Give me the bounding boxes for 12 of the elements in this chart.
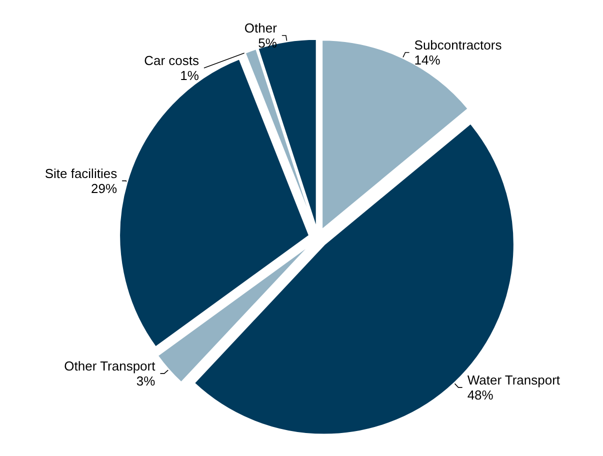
slice-label: Subcontractors [414, 38, 502, 53]
data-label: 29% [91, 180, 118, 196]
slice-label: Car costs [144, 52, 200, 68]
data-label: 14% [414, 52, 441, 68]
slice-label: Other [244, 20, 278, 36]
data-label: 3% [136, 374, 156, 389]
slice-label: Other Transport [64, 358, 156, 374]
data-label: 1% [180, 68, 200, 83]
slice-label: Water Transport [467, 372, 560, 388]
data-label: 5% [258, 36, 278, 51]
slice-label: Site facilities [44, 166, 118, 181]
data-label: 48% [467, 387, 494, 402]
